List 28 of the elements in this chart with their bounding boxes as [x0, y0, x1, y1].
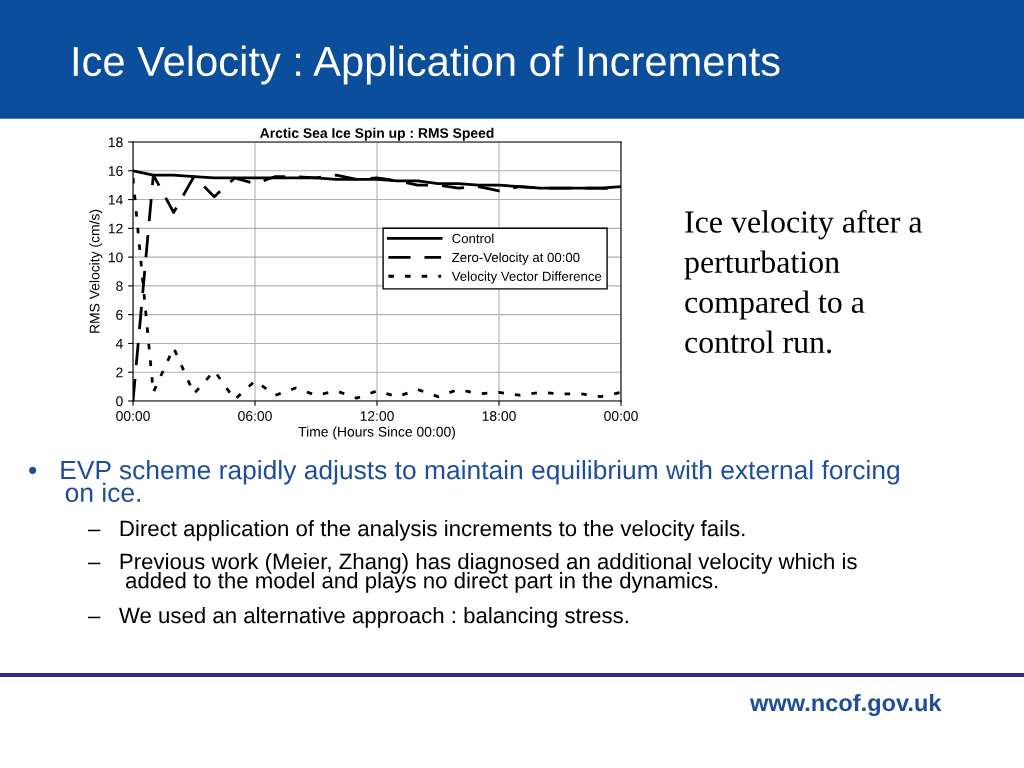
- y-tick-label: 4: [115, 338, 123, 349]
- text: • EVP scheme rapidly adjusts to maintain equilibrium with external forcing on ice.: [29, 460, 899, 503]
- y-tick-label: 18: [108, 137, 123, 148]
- x-tick-label: 12:00: [360, 411, 394, 421]
- text: – Previous work (Meier, Zhang) has diagnosed an additional velocity which is added to the model and plays no direct part in the dynamics.: [88, 553, 857, 593]
- x-tick-label: 00:00: [604, 411, 638, 421]
- y-tick-label: 14: [108, 195, 123, 205]
- x-tick-label: 18:00: [482, 411, 516, 421]
- text: – We used an alternative approach : balancing stress.: [88, 607, 628, 628]
- text: Ice Velocity : Application of Increments: [73, 45, 780, 85]
- y-axis-title: RMS Velocity (cm/s): [89, 209, 103, 333]
- y-tick-label: 6: [116, 310, 123, 320]
- y-tick-label: 0: [116, 396, 123, 407]
- x-tick-label: 00:00: [116, 411, 150, 421]
- legend-label: Zero-Velocity at 00:00: [452, 252, 580, 265]
- y-tick-label: 10: [108, 252, 123, 263]
- y-tick-label: 8: [116, 281, 123, 292]
- legend-label: Velocity Vector Difference: [451, 271, 602, 284]
- text: Ice velocity after a perturbation compared to a control run.: [684, 210, 923, 354]
- legend-label: Control: [452, 233, 494, 244]
- text: – Direct application of the analysis increments to the velocity fails.: [88, 520, 745, 541]
- x-tick-label: 06:00: [238, 411, 272, 421]
- y-tick-label: 12: [108, 223, 123, 234]
- x-axis-title: Time (Hours Since 00:00): [298, 426, 455, 440]
- chart-title: Arctic Sea Ice Spin up : RMS Speed: [260, 127, 494, 141]
- y-tick-label: 2: [116, 367, 123, 378]
- text: www.ncof.gov.uk: [749, 693, 942, 717]
- y-tick-label: 16: [108, 166, 123, 176]
